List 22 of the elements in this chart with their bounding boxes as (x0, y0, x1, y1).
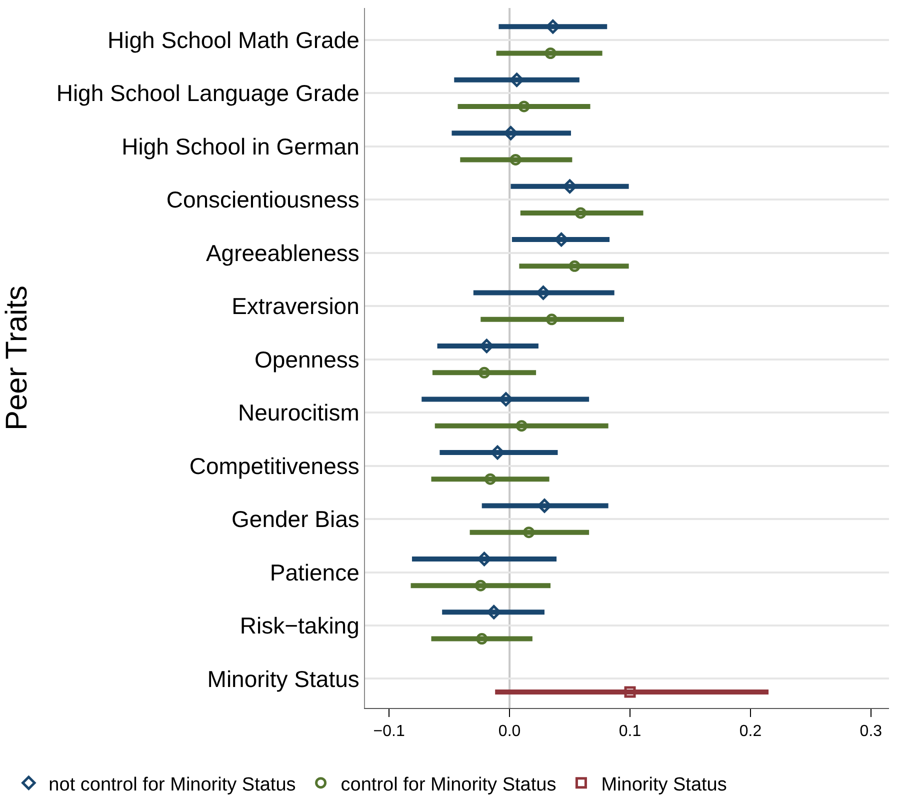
y-tick-label: High School Math Grade (108, 26, 360, 53)
y-tick-label: High School Language Grade (56, 80, 360, 106)
y-tick-label: Neurocitism (238, 400, 360, 426)
legend-label: Minority Status (601, 774, 727, 796)
y-tick-label: Competitiveness (189, 452, 360, 479)
y-axis-title: Peer Traits (0, 285, 34, 431)
x-tick-label: 0.0 (498, 723, 521, 740)
y-tick-label: Openness (254, 346, 360, 372)
y-tick-label: Gender Bias (232, 506, 360, 532)
x-tick-label: 0.1 (618, 723, 642, 740)
y-tick-label: Minority Status (207, 666, 360, 692)
y-tick-label: Patience (270, 559, 360, 586)
y-tick-label: Agreeableness (206, 240, 360, 266)
y-tick-label: Extraversion (232, 293, 360, 320)
legend-label: not control for Minority Status (48, 774, 296, 796)
legend-label: control for Minority Status (340, 774, 556, 796)
y-tick-label: Risk−taking (240, 612, 360, 639)
y-tick-label: Conscientiousness (166, 186, 360, 213)
x-tick-label: 0.2 (739, 723, 762, 740)
x-tick-label: 0.3 (860, 723, 882, 740)
y-tick-label: High School in German (122, 133, 360, 160)
x-tick-label: −0.1 (373, 723, 405, 740)
